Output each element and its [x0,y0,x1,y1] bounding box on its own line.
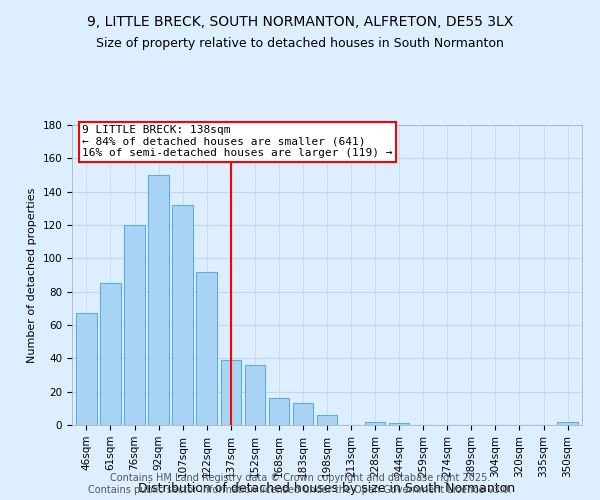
Bar [389,424,409,425]
Bar [317,415,337,425]
Text: 9, LITTLE BRECK, SOUTH NORMANTON, ALFRETON, DE55 3LX: 9, LITTLE BRECK, SOUTH NORMANTON, ALFRET… [87,15,513,29]
Bar [100,284,121,425]
Bar [76,314,97,425]
Text: Contains HM Land Registry data © Crown copyright and database right 2025.
Contai: Contains HM Land Registry data © Crown c… [88,474,512,495]
Bar [245,365,265,425]
Y-axis label: Number of detached properties: Number of detached properties [27,188,37,362]
Bar [172,205,193,425]
Bar [557,422,578,425]
Text: Size of property relative to detached houses in South Normanton: Size of property relative to detached ho… [96,38,504,51]
Bar [269,398,289,425]
Bar [148,175,169,425]
Bar [196,272,217,425]
Text: 9 LITTLE BRECK: 138sqm
← 84% of detached houses are smaller (641)
16% of semi-de: 9 LITTLE BRECK: 138sqm ← 84% of detached… [82,125,392,158]
Bar [293,404,313,425]
Bar [221,360,241,425]
X-axis label: Distribution of detached houses by size in South Normanton: Distribution of detached houses by size … [139,482,515,496]
Bar [124,225,145,425]
Bar [365,422,385,425]
